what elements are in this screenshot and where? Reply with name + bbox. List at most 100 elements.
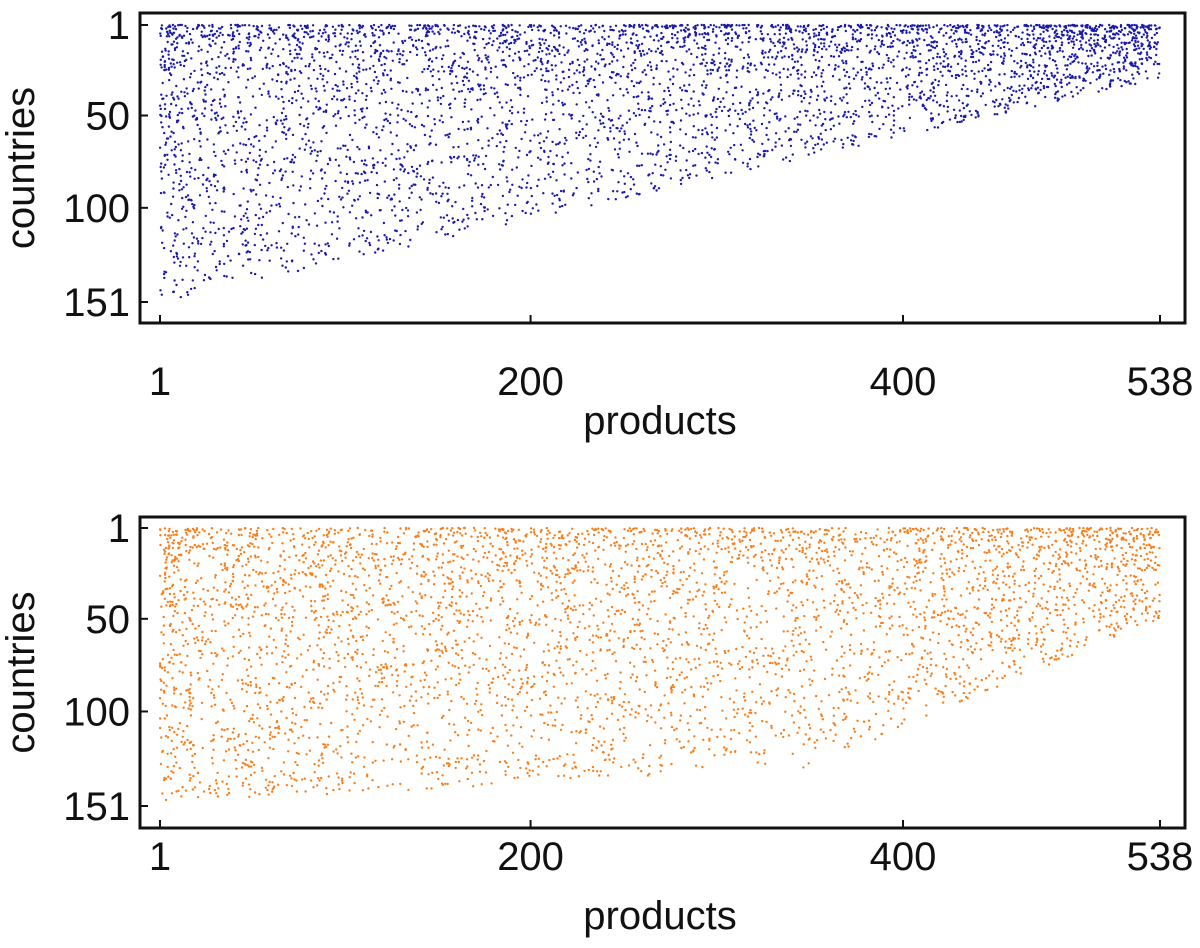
data-point [1109,614,1112,617]
data-point [477,163,480,166]
data-point [498,101,501,104]
data-point [679,45,682,48]
data-point [908,68,911,71]
data-point [849,139,853,142]
data-point [514,203,517,207]
data-point [639,52,643,55]
data-point [617,156,620,159]
data-point [942,65,945,68]
points [158,23,1161,299]
data-point [1040,574,1043,578]
data-point [589,159,592,162]
data-point [552,545,556,549]
data-point [805,114,808,117]
data-point [1067,41,1070,45]
data-point [1123,41,1126,44]
data-point [1020,37,1023,41]
data-point [232,58,235,61]
data-point [313,149,316,152]
data-point [436,96,439,99]
data-point [590,604,594,607]
data-point [831,75,835,78]
data-point [843,110,847,114]
data-point [383,530,386,533]
data-point [569,621,572,624]
data-point [173,279,176,282]
data-point [452,221,455,224]
data-point [252,24,255,28]
data-point [354,92,358,95]
data-point [396,114,400,117]
data-point [680,606,683,609]
data-point [264,56,267,59]
data-point [258,203,261,206]
data-point [410,124,414,128]
data-point [600,175,603,178]
data-point [852,139,855,143]
data-point [557,142,560,146]
data-point [789,73,792,76]
data-point [231,37,235,41]
data-point [275,79,279,83]
x-tick-label: 400 [870,360,937,404]
data-point [684,133,688,136]
data-point [827,63,831,67]
data-point [638,25,641,28]
data-point [177,97,180,100]
data-point [328,157,331,160]
data-point [613,612,617,616]
data-point [498,129,501,132]
data-point [741,23,744,27]
data-point [236,110,240,113]
data-point [1008,565,1012,568]
data-point [175,46,179,49]
data-point [1132,64,1135,67]
data-point [365,123,368,126]
data-point [163,153,167,157]
data-point [161,229,164,232]
data-point [1134,39,1137,43]
data-point [299,24,302,27]
data-point [880,81,883,85]
data-point [369,86,373,90]
data-point [776,51,780,54]
data-point [182,186,185,189]
data-point [585,168,588,172]
data-point [845,62,848,65]
data-point [669,140,673,144]
data-point [392,178,396,182]
data-point [203,114,206,118]
data-point [800,73,803,76]
data-point [344,70,348,73]
data-point [580,43,583,46]
data-point [719,531,722,534]
data-point [178,111,181,115]
data-point [797,68,800,72]
data-point [456,29,459,33]
data-point [461,534,464,537]
data-point [659,173,663,177]
data-point [197,49,200,53]
data-point [181,278,184,281]
data-point [452,146,455,149]
data-point [566,51,569,54]
data-point [546,48,550,51]
data-point [624,33,627,36]
data-point [489,619,492,622]
data-point [835,46,839,49]
data-point [427,64,431,68]
data-point [296,29,299,32]
data-point [287,212,290,216]
data-point [670,45,673,49]
data-point [804,540,807,543]
data-point [341,196,344,199]
data-point [427,773,430,776]
data-point [887,92,890,96]
data-point [789,28,793,31]
data-point [163,60,166,63]
data-point [172,31,176,34]
data-point [526,200,529,204]
data-point [453,52,456,56]
data-point [481,192,484,196]
data-point [555,589,558,592]
